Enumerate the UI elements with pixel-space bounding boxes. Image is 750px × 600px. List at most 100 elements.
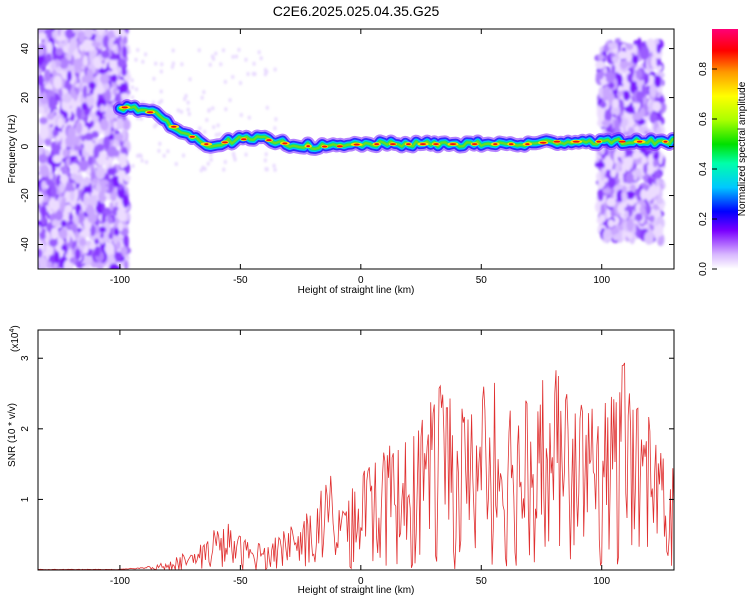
- spectrogram-y-tick-label: 40: [20, 43, 31, 55]
- noise-blob: [99, 73, 110, 85]
- noise-blob: [64, 204, 73, 214]
- noise-blob: [182, 153, 186, 158]
- noise-blob: [599, 101, 607, 109]
- colorbar-tick-label: 0.2: [698, 212, 709, 226]
- noise-blob: [645, 203, 652, 215]
- signal-peak-core: [553, 140, 561, 143]
- noise-blob: [41, 180, 46, 191]
- noise-blob: [644, 231, 654, 245]
- noise-blob: [605, 71, 615, 84]
- noise-blob: [122, 46, 128, 58]
- noise-blob: [602, 67, 608, 75]
- noise-blob: [108, 133, 115, 141]
- noise-blob: [223, 79, 227, 84]
- noise-blob: [84, 29, 93, 39]
- noise-blob: [131, 95, 135, 100]
- snr-y-tick-label: 3: [20, 355, 31, 361]
- noise-blob: [58, 228, 68, 240]
- noise-blob: [624, 210, 629, 219]
- noise-blob: [114, 29, 121, 39]
- signal-peak-core: [146, 111, 154, 114]
- noise-blob: [625, 43, 634, 50]
- noise-blob: [136, 153, 140, 158]
- noise-blob: [633, 125, 641, 133]
- signal-peak-core: [222, 141, 228, 144]
- noise-blob: [81, 102, 88, 111]
- noise-blob: [228, 98, 232, 103]
- noise-blob: [73, 58, 83, 70]
- noise-blob: [60, 174, 69, 185]
- noise-blob: [65, 29, 74, 39]
- snr-x-tick-label: 0: [358, 576, 364, 587]
- noise-blob: [94, 245, 101, 257]
- noise-blob: [601, 119, 612, 127]
- noise-blob: [73, 135, 80, 146]
- noise-blob: [122, 36, 128, 45]
- noise-blob: [158, 141, 162, 146]
- noise-blob: [273, 167, 277, 172]
- noise-blob: [60, 219, 67, 228]
- signal-peak-core: [449, 143, 457, 146]
- noise-blob: [606, 197, 616, 208]
- noise-blob: [639, 46, 650, 60]
- signal-peak-core: [471, 143, 478, 146]
- noise-blob: [109, 263, 119, 269]
- spectrogram-y-ticks: -40 -20 0 20 40: [20, 43, 674, 252]
- noise-blob: [122, 119, 131, 131]
- noise-blob: [631, 54, 639, 64]
- noise-blob: [83, 55, 89, 66]
- noise-blob: [69, 257, 78, 264]
- noise-blob: [119, 82, 128, 94]
- snr-y-tick-label: 2: [20, 426, 31, 432]
- noise-blob: [626, 232, 633, 240]
- snr-y-tick-label: 1: [20, 496, 31, 502]
- noise-blob: [99, 226, 107, 233]
- noise-blob: [247, 115, 251, 120]
- noise-blob: [40, 205, 47, 218]
- noise-blob: [74, 174, 84, 184]
- snr-frame: [37, 329, 675, 571]
- noise-blob: [110, 74, 118, 83]
- noise-blob: [95, 184, 103, 192]
- noise-blob: [654, 75, 662, 88]
- noise-blob: [617, 203, 625, 215]
- noise-blob: [221, 48, 225, 53]
- noise-blob: [612, 98, 620, 109]
- snr-y-ticks: 1 2 3: [20, 355, 674, 502]
- noise-blob: [114, 251, 123, 261]
- noise-blob: [78, 30, 86, 44]
- spectrogram-panel: -100 -50 0 50 100 -40 -20 0 20 40 Height of stra…: [7, 28, 675, 296]
- noise-blob: [233, 157, 237, 162]
- noise-blob: [656, 43, 662, 54]
- spectrogram-y-axis-label: Frequency (Hz): [7, 115, 18, 184]
- noise-blob: [237, 47, 241, 52]
- noise-blob: [83, 185, 92, 193]
- noise-blob: [214, 51, 218, 56]
- noise-blob: [62, 148, 69, 158]
- noise-blob: [626, 73, 633, 83]
- spectrogram-x-tick-label: -100: [110, 275, 130, 286]
- noise-blob: [83, 195, 88, 207]
- noise-blob: [611, 227, 620, 235]
- noise-blob: [273, 126, 277, 131]
- noise-blob: [48, 96, 57, 111]
- noise-blob: [610, 169, 617, 178]
- noise-blob: [123, 174, 131, 182]
- signal-peak-core: [336, 145, 344, 148]
- noise-blob: [138, 153, 142, 158]
- noise-blob: [74, 248, 81, 261]
- snr-y-axis-label: SNR (10 * v/v): [7, 403, 18, 467]
- noise-blob: [600, 203, 605, 216]
- noise-blob: [53, 75, 63, 90]
- noise-blob: [273, 67, 277, 72]
- noise-blob: [600, 167, 605, 182]
- noise-blob: [99, 104, 106, 113]
- noise-blob: [70, 163, 80, 174]
- noise-blob: [608, 82, 615, 89]
- noise-blob: [113, 133, 124, 141]
- noise-blob: [643, 163, 648, 175]
- noise-blob: [655, 197, 664, 205]
- noise-blob: [640, 188, 647, 201]
- signal-peak-core: [374, 143, 380, 146]
- noise-blob: [222, 167, 226, 172]
